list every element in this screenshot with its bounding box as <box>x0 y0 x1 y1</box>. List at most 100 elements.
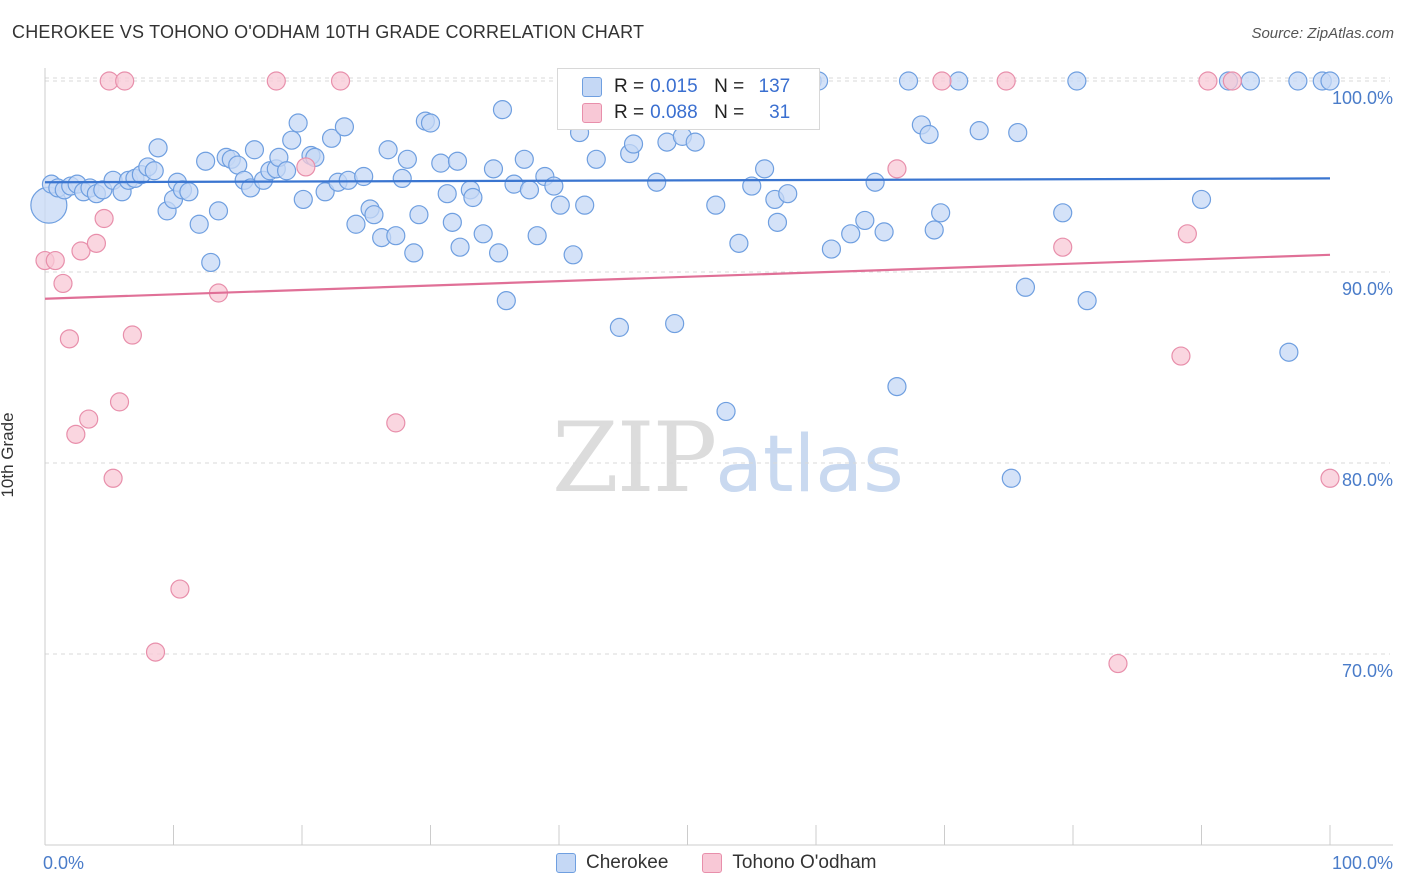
cherokee-point <box>442 212 462 232</box>
cherokee-point <box>346 214 366 234</box>
tohono-points <box>35 71 1340 674</box>
source-label: Source: ZipAtlas.com <box>1251 25 1394 42</box>
tohono-point <box>1222 71 1242 91</box>
cherokee-point <box>437 184 457 204</box>
cherokee-point <box>447 151 468 171</box>
cherokee-point <box>179 182 199 202</box>
cherokee-point <box>1001 468 1021 488</box>
tohono-point <box>1053 237 1073 257</box>
cherokee-point <box>483 159 504 179</box>
cherokee-point <box>865 172 885 192</box>
tohono-point <box>45 250 65 271</box>
cherokee-point <box>685 132 705 152</box>
tohono-point <box>103 468 123 488</box>
cherokee-point <box>729 233 749 253</box>
x-tick-label: 100.0% <box>1332 853 1393 873</box>
tohono-point <box>109 392 130 412</box>
cherokee-point <box>196 151 216 171</box>
cherokee-points <box>30 71 1340 488</box>
cherokee-point <box>1008 122 1028 143</box>
cherokee-point <box>527 226 547 246</box>
tohono-point <box>86 233 107 253</box>
tohono-point <box>1108 653 1128 674</box>
cherokee-point <box>514 149 534 169</box>
cherokee-point <box>586 149 606 169</box>
cherokee-point <box>563 245 583 265</box>
cherokee-point <box>778 184 798 204</box>
legend-row-cherokee: R = 0.015 N = 137 <box>582 74 790 100</box>
n-label: N = <box>714 102 745 123</box>
cherokee-point <box>244 140 265 160</box>
x-tick-label: 0.0% <box>43 853 84 873</box>
cherokee-point <box>1240 71 1260 91</box>
cherokee-point <box>519 180 540 200</box>
tohono-point <box>1320 468 1340 488</box>
tohono-point <box>932 71 952 91</box>
cherokee-point <box>492 100 513 120</box>
cherokee-point <box>473 224 493 244</box>
y-tick-label: 100.0% <box>1332 88 1393 108</box>
tohono-point <box>115 71 135 91</box>
cherokee-swatch <box>556 853 576 873</box>
cherokee-point <box>431 153 451 173</box>
cherokee-point <box>397 149 417 169</box>
tohono-point <box>79 409 99 429</box>
cherokee-point <box>647 172 667 192</box>
cherokee-point <box>716 401 736 422</box>
cherokee-point <box>189 214 209 234</box>
y-tick-label: 90.0% <box>1342 279 1393 299</box>
cherokee-point <box>949 71 969 91</box>
cherokee-point <box>144 161 164 181</box>
tohono-point <box>53 273 73 294</box>
cherokee-point <box>450 237 470 257</box>
r-label: R = <box>614 102 645 123</box>
cherokee-point <box>489 243 509 263</box>
tohono-point <box>386 413 406 433</box>
tohono-point <box>296 157 316 177</box>
r-value: 0.088 <box>650 102 698 123</box>
cherokee-point <box>841 224 861 244</box>
tohono-point <box>1198 71 1218 91</box>
cherokee-point <box>924 220 944 240</box>
legend-item-cherokee: Cherokee <box>556 852 668 874</box>
cherokee-point <box>208 201 229 221</box>
y-axis-label: 10th Grade <box>0 412 17 498</box>
tohono-point <box>1171 346 1191 366</box>
cherokee-point <box>821 239 842 259</box>
cherokee-point <box>1077 291 1097 311</box>
tohono-point <box>170 579 190 599</box>
chart-title: CHEROKEE VS TOHONO O'ODHAM 10TH GRADE CO… <box>12 22 645 42</box>
watermark-atlas: atlas <box>715 420 904 510</box>
cherokee-swatch <box>582 77 602 97</box>
tohono-point <box>71 241 91 261</box>
cherokee-point <box>354 166 374 187</box>
cherokee-point <box>1015 277 1036 297</box>
tick-labels: 70.0% 80.0% 90.0% 100.0% 0.0% 100.0% <box>43 88 1393 873</box>
cherokee-point <box>1288 71 1308 91</box>
tohono-point <box>996 71 1016 91</box>
cherokee-point <box>623 134 644 154</box>
cherokee-point <box>201 252 221 273</box>
n-label: N = <box>714 76 745 97</box>
cherokee-point <box>334 117 355 137</box>
y-tick-label: 70.0% <box>1342 661 1393 681</box>
cherokee-point <box>887 377 907 397</box>
cherokee-point <box>609 317 629 337</box>
cherokee-point <box>276 161 297 181</box>
trend-lines <box>44 177 1331 300</box>
cherokee-point <box>742 176 762 196</box>
cherokee-point <box>931 203 951 223</box>
tohono-point <box>59 329 80 349</box>
tohono-point <box>330 71 351 91</box>
cherokee-point <box>665 313 685 334</box>
cherokee-point <box>392 168 412 189</box>
cherokee-point <box>550 195 570 215</box>
cherokee-point <box>1053 203 1073 223</box>
cherokee-point <box>315 182 335 202</box>
cherokee-point <box>364 205 384 225</box>
n-value: 137 <box>758 76 791 97</box>
cherokee-point <box>754 159 775 179</box>
cherokee-point <box>404 243 424 263</box>
tohono-point <box>887 159 907 179</box>
